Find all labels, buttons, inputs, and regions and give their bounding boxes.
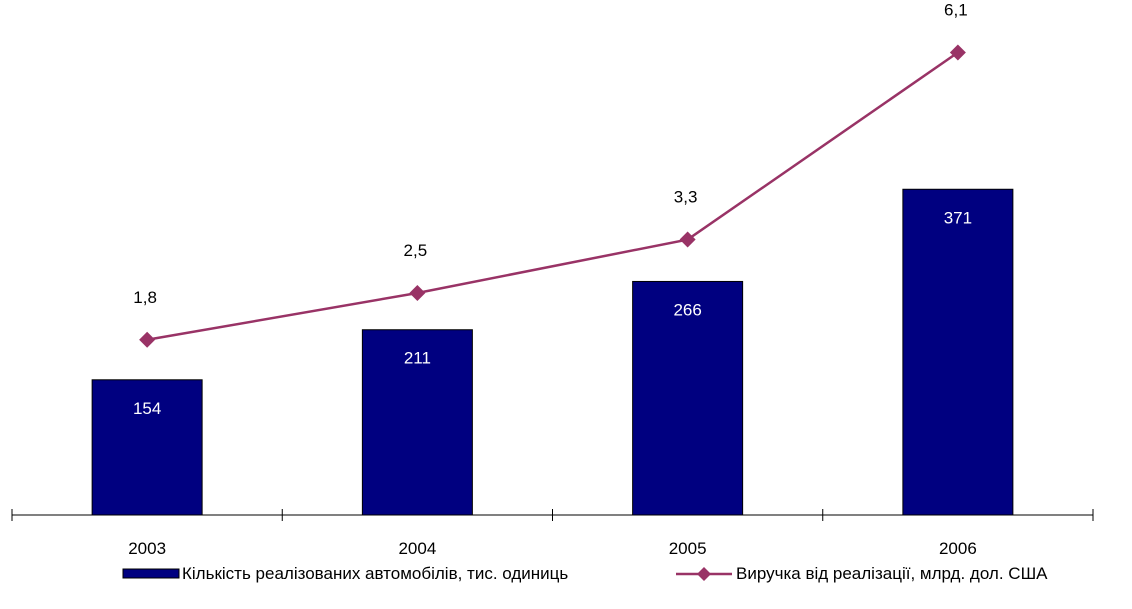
revenue-point-2004 (409, 285, 426, 301)
x-tick-label-2003: 2003 (128, 539, 166, 558)
revenue-line-layer (139, 44, 966, 348)
bar-2005 (632, 280, 744, 516)
revenue-value-label-2003: 1,8 (133, 288, 157, 307)
x-tick-label-2004: 2004 (398, 539, 436, 558)
legend-bar-swatch (122, 568, 180, 579)
bar-2004 (361, 329, 473, 516)
revenue-point-2003 (139, 331, 156, 348)
bar-value-label-2006: 371 (944, 208, 972, 227)
bar-value-label-2004: 211 (404, 349, 431, 368)
bar-2006 (902, 188, 1014, 516)
bar-value-label-2005: 266 (673, 300, 701, 319)
revenue-point-2005 (679, 231, 696, 248)
revenue-value-label-2006: 6,1 (944, 1, 968, 20)
legend: Кількість реалізованих автомобілів, тис.… (122, 564, 1048, 583)
bar-value-label-2003: 154 (133, 399, 161, 418)
x-tick-label-2006: 2006 (939, 539, 977, 558)
legend-diamond-icon (697, 567, 711, 581)
bars-layer (91, 188, 1014, 516)
legend-bar-label: Кількість реалізованих автомобілів, тис.… (182, 564, 568, 583)
bar-2003 (91, 379, 203, 516)
x-tick-label-2005: 2005 (669, 539, 707, 558)
revenue-point-2006 (949, 44, 966, 61)
revenue-value-label-2004: 2,5 (404, 241, 428, 260)
revenue-line (146, 51, 959, 341)
data-labels-layer: 154 211 266 371 1,8 2,5 3,3 6,1 (133, 1, 972, 418)
legend-line-label: Виручка від реалізації, млрд. дол. США (736, 564, 1048, 583)
revenue-value-label-2005: 3,3 (674, 188, 698, 207)
x-axis: 2003 2004 2005 2006 (11, 509, 1094, 558)
